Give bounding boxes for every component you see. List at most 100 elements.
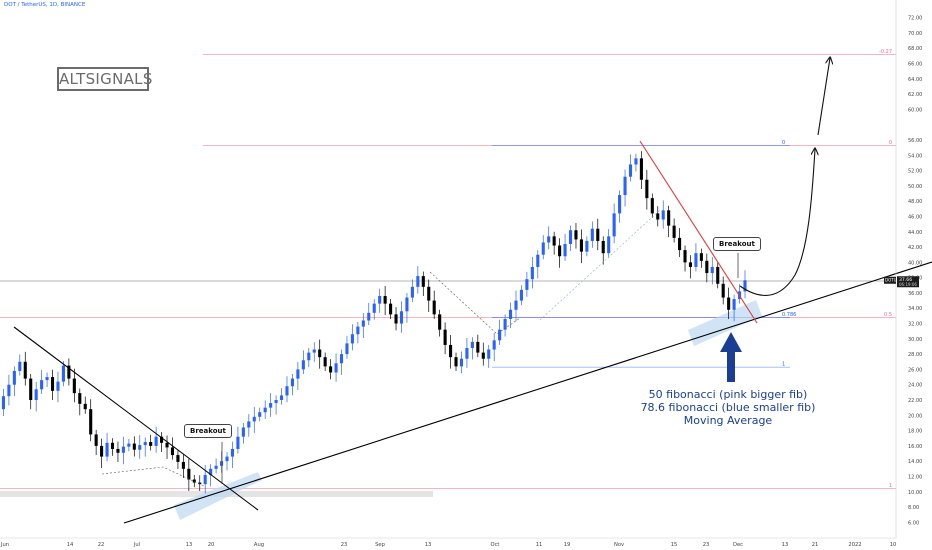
candle-body[interactable]	[585, 240, 589, 252]
candle[interactable]	[508, 302, 513, 329]
candle-body[interactable]	[508, 309, 513, 319]
candle-body[interactable]	[45, 377, 49, 381]
candle[interactable]	[574, 222, 578, 249]
candle[interactable]	[688, 255, 693, 279]
candle[interactable]	[405, 292, 409, 323]
candle-body[interactable]	[394, 314, 398, 324]
candle[interactable]	[50, 369, 55, 400]
candle-body[interactable]	[105, 442, 109, 457]
candle[interactable]	[568, 225, 573, 251]
candle-body[interactable]	[160, 436, 164, 443]
candle-body[interactable]	[50, 377, 55, 391]
candle[interactable]	[585, 236, 589, 257]
candle[interactable]	[427, 279, 431, 313]
candle-body[interactable]	[116, 448, 120, 453]
candle-body[interactable]	[198, 482, 202, 485]
candle[interactable]	[727, 287, 731, 319]
candle-body[interactable]	[361, 320, 365, 327]
candle-body[interactable]	[547, 236, 551, 243]
candle[interactable]	[61, 361, 65, 387]
candle[interactable]	[89, 399, 93, 442]
candle-body[interactable]	[650, 198, 654, 214]
candle-body[interactable]	[323, 357, 327, 367]
candle[interactable]	[530, 257, 534, 289]
candle[interactable]	[138, 435, 142, 459]
downtrend-line[interactable]	[639, 140, 758, 324]
candle-body[interactable]	[476, 341, 480, 353]
candle[interactable]	[541, 235, 545, 260]
candle-body[interactable]	[241, 427, 245, 437]
candle[interactable]	[470, 337, 474, 360]
candle-body[interactable]	[296, 369, 300, 379]
candle[interactable]	[170, 437, 175, 460]
candle-body[interactable]	[350, 334, 354, 344]
candle[interactable]	[449, 335, 453, 369]
moving-average-line[interactable]	[123, 261, 932, 524]
candle-body[interactable]	[56, 381, 60, 391]
candle[interactable]	[127, 439, 131, 452]
candle-body[interactable]	[514, 300, 518, 310]
candle-body[interactable]	[367, 312, 371, 321]
candle-body[interactable]	[454, 357, 458, 367]
candle[interactable]	[683, 245, 687, 272]
candle[interactable]	[661, 200, 665, 229]
candle[interactable]	[110, 438, 115, 456]
candle[interactable]	[230, 441, 235, 469]
candle[interactable]	[72, 368, 76, 403]
candle[interactable]	[12, 366, 16, 397]
candle[interactable]	[143, 437, 147, 457]
candle-body[interactable]	[61, 365, 65, 382]
candle-body[interactable]	[220, 461, 224, 466]
candle-body[interactable]	[449, 344, 453, 358]
candle-body[interactable]	[405, 297, 409, 312]
candle-body[interactable]	[225, 456, 229, 462]
candle[interactable]	[389, 299, 393, 319]
candle-body[interactable]	[563, 244, 567, 257]
candle[interactable]	[656, 206, 660, 227]
candle[interactable]	[465, 338, 469, 368]
candle[interactable]	[45, 372, 49, 387]
candle[interactable]	[361, 313, 365, 339]
candle-body[interactable]	[110, 442, 115, 449]
candle-body[interactable]	[127, 443, 131, 447]
candle-body[interactable]	[12, 370, 16, 385]
candle-body[interactable]	[716, 266, 720, 284]
candle[interactable]	[394, 307, 398, 331]
candle-body[interactable]	[634, 158, 638, 165]
candle[interactable]	[383, 286, 387, 316]
candle-body[interactable]	[176, 455, 180, 462]
candle[interactable]	[83, 396, 87, 414]
candle[interactable]	[552, 231, 556, 255]
candle[interactable]	[716, 262, 720, 289]
candle[interactable]	[7, 374, 11, 406]
candle-body[interactable]	[410, 286, 414, 298]
candle[interactable]	[274, 395, 278, 415]
candle[interactable]	[579, 229, 583, 264]
candle[interactable]	[176, 450, 180, 469]
candle-body[interactable]	[530, 266, 534, 280]
candle[interactable]	[443, 322, 447, 355]
candle-body[interactable]	[459, 358, 464, 367]
candle-body[interactable]	[498, 329, 502, 341]
candle[interactable]	[285, 376, 289, 403]
candle-body[interactable]	[334, 363, 338, 373]
candle[interactable]	[301, 350, 305, 374]
candle-body[interactable]	[301, 360, 305, 370]
candle[interactable]	[94, 429, 98, 456]
candle[interactable]	[279, 388, 284, 405]
candle-body[interactable]	[667, 210, 671, 226]
candle-body[interactable]	[678, 237, 682, 251]
candle-body[interactable]	[389, 303, 393, 315]
candle-body[interactable]	[628, 164, 633, 177]
candle[interactable]	[432, 290, 436, 319]
candle-body[interactable]	[683, 250, 687, 263]
candle-body[interactable]	[623, 176, 627, 196]
candle[interactable]	[743, 270, 747, 299]
candle-body[interactable]	[574, 230, 578, 240]
candle[interactable]	[307, 348, 311, 368]
candle-body[interactable]	[487, 349, 491, 359]
candle[interactable]	[350, 324, 354, 351]
candle[interactable]	[421, 271, 425, 296]
candle[interactable]	[23, 351, 27, 386]
